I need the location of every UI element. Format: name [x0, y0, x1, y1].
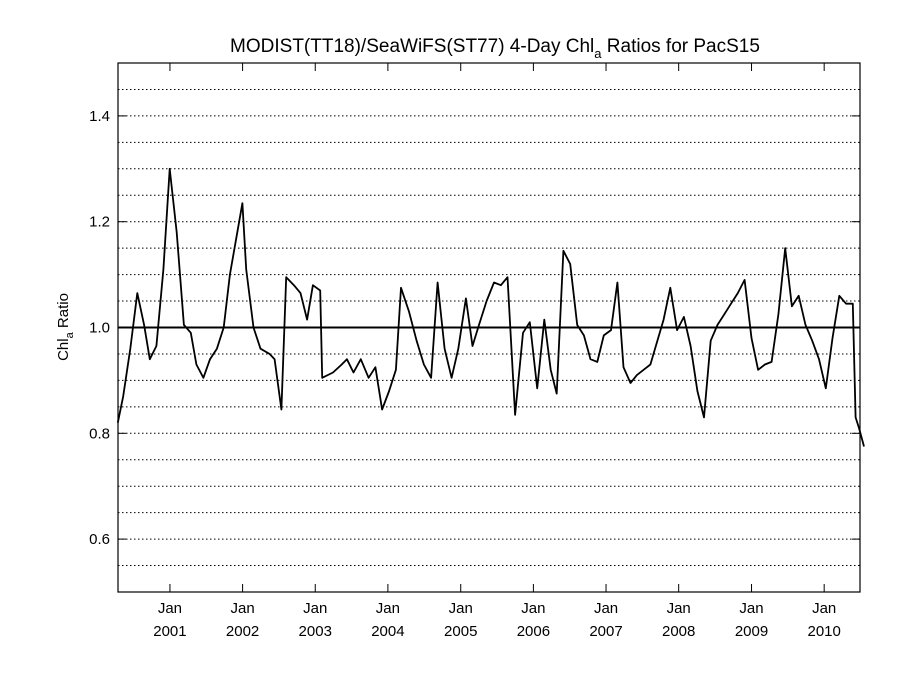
x-tick-label-month: Jan	[303, 600, 327, 617]
x-tick-label-month: Jan	[812, 600, 836, 617]
x-tick-label-year: 2002	[226, 623, 259, 640]
x-tick-label-year: 2004	[371, 623, 404, 640]
data-points	[118, 169, 864, 447]
x-tick-label-year: 2001	[153, 623, 186, 640]
x-tick-label-month: Jan	[667, 600, 691, 617]
y-axis-label-subscript: a	[64, 331, 76, 338]
y-tick-label: 1.4	[89, 108, 110, 125]
y-tick-label: 1.2	[89, 214, 110, 231]
x-tick-label-year: 2008	[662, 623, 695, 640]
y-axis-label-rest: Ratio	[55, 293, 72, 332]
y-axis: 0.6 0.8 1.0 1.2 1.4	[89, 108, 860, 548]
x-tick-label-month: Jan	[739, 600, 763, 617]
x-tick-label-month: Jan	[158, 600, 182, 617]
x-tick-label-year: 2005	[444, 623, 477, 640]
x-tick-label-year: 2007	[589, 623, 622, 640]
x-tick-label-year: 2010	[807, 623, 840, 640]
y-tick-label: 1.0	[89, 320, 110, 337]
x-tick-label-year: 2003	[299, 623, 332, 640]
chart-title-subscript: a	[594, 46, 602, 61]
y-axis-label: Chla Ratio	[55, 293, 76, 361]
y-tick-label: 0.6	[89, 531, 110, 548]
x-tick-label-month: Jan	[449, 600, 473, 617]
x-tick-label-month: Jan	[521, 600, 545, 617]
chart-title-rest: Ratios for PacS15	[602, 36, 760, 57]
x-tick-label-year: 2009	[735, 623, 768, 640]
x-tick-label-month: Jan	[376, 600, 400, 617]
y-axis-label-main: Chl	[55, 338, 72, 361]
x-tick-label-month: Jan	[231, 600, 255, 617]
x-tick-label-month: Jan	[594, 600, 618, 617]
data-line	[116, 167, 865, 447]
chart-title: MODIST(TT18)/SeaWiFS(ST77) 4-Day Chla Ra…	[230, 36, 760, 61]
y-tick-label: 0.8	[89, 425, 110, 442]
x-axis: Jan 2001 Jan 2002 Jan 2003 Jan 2004 Jan 2005 Jan 20…	[153, 63, 841, 640]
x-tick-label-year: 2006	[517, 623, 550, 640]
chart-title-main: MODIST(TT18)/SeaWiFS(ST77) 4-Day Chl	[230, 36, 594, 57]
